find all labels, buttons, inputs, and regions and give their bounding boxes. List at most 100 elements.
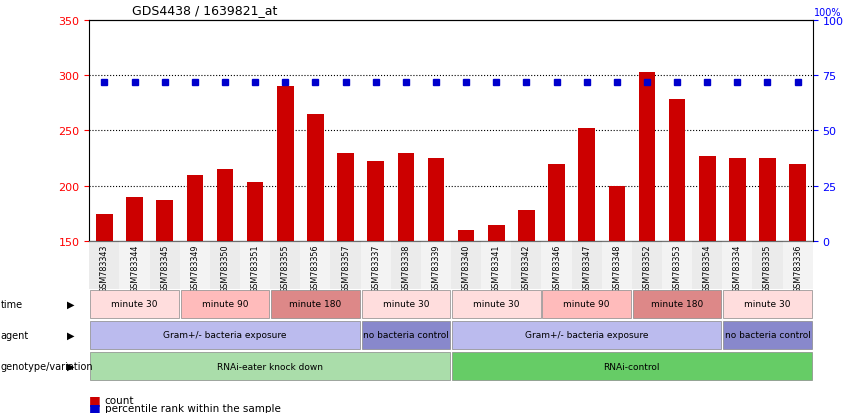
Bar [669,100,685,242]
Bar [210,242,240,289]
Bar [518,211,534,242]
Bar [277,87,294,242]
Bar [458,230,474,242]
Text: GSM783344: GSM783344 [130,244,139,292]
Text: GSM783353: GSM783353 [672,244,682,292]
Bar [633,290,722,318]
Bar [307,114,323,242]
Bar [428,159,444,242]
Bar [722,242,752,289]
Bar [362,321,450,349]
Text: GSM783342: GSM783342 [522,244,531,292]
Bar [362,290,450,318]
Text: Gram+/- bacteria exposure: Gram+/- bacteria exposure [163,331,287,339]
Bar [300,242,330,289]
Text: ▶: ▶ [67,361,75,371]
Bar [270,242,300,289]
Bar [638,73,655,242]
Bar [90,321,360,349]
Bar [662,242,692,289]
Text: minute 180: minute 180 [289,300,341,309]
Text: GSM783348: GSM783348 [613,244,621,292]
Text: percentile rank within the sample: percentile rank within the sample [105,403,281,413]
Bar [119,242,150,289]
Bar [699,157,716,242]
Text: ■: ■ [89,401,101,413]
Bar [452,352,812,380]
Text: GSM783349: GSM783349 [191,244,199,292]
Text: GSM783346: GSM783346 [552,244,561,292]
Text: minute 30: minute 30 [473,300,519,309]
Text: GSM783345: GSM783345 [160,244,169,292]
Text: ■: ■ [89,393,101,406]
Text: no bacteria control: no bacteria control [724,331,810,339]
Bar [542,290,631,318]
Text: GSM783335: GSM783335 [763,244,772,292]
Text: minute 90: minute 90 [202,300,248,309]
Bar [96,214,112,242]
Text: RNAi-eater knock down: RNAi-eater knock down [217,362,323,370]
Text: GSM783334: GSM783334 [733,244,742,292]
Text: GSM783357: GSM783357 [341,244,350,292]
Bar [90,352,450,380]
Bar [752,242,783,289]
Bar [337,153,354,242]
Bar [511,242,541,289]
Text: minute 180: minute 180 [651,300,703,309]
Bar [150,242,180,289]
Bar [361,242,391,289]
Text: GSM783341: GSM783341 [492,244,500,292]
Bar [186,176,203,242]
Text: Gram+/- bacteria exposure: Gram+/- bacteria exposure [525,331,648,339]
Bar [692,242,722,289]
Bar [541,242,572,289]
Bar [391,242,421,289]
Bar [89,242,119,289]
Text: RNAi-control: RNAi-control [603,362,660,370]
Bar [452,290,540,318]
Text: no bacteria control: no bacteria control [363,331,448,339]
Text: minute 30: minute 30 [745,300,791,309]
Text: GSM783347: GSM783347 [582,244,591,292]
Bar [217,170,233,242]
Bar [783,242,813,289]
Bar [126,197,143,242]
Bar [631,242,662,289]
Bar [481,242,511,289]
Text: GSM783339: GSM783339 [431,244,441,292]
Bar [451,242,481,289]
Bar [368,162,384,242]
Text: genotype/variation: genotype/variation [1,361,94,371]
Bar [759,159,776,242]
Bar [180,290,269,318]
Bar [271,290,360,318]
Text: GSM783340: GSM783340 [461,244,471,292]
Bar [240,242,271,289]
Text: agent: agent [1,330,29,340]
Bar [421,242,451,289]
Text: count: count [105,395,134,405]
Bar [157,201,173,242]
Text: time: time [1,299,23,309]
Bar [723,321,812,349]
Text: minute 30: minute 30 [111,300,157,309]
Text: GSM783336: GSM783336 [793,244,802,292]
Text: GSM783337: GSM783337 [371,244,380,292]
Bar [729,159,745,242]
Text: GSM783351: GSM783351 [251,244,260,292]
Text: GSM783343: GSM783343 [100,244,109,292]
Text: GSM783356: GSM783356 [311,244,320,292]
Text: 100%: 100% [814,8,842,19]
Text: minute 90: minute 90 [563,300,610,309]
Text: GSM783352: GSM783352 [643,244,651,292]
Bar [579,129,595,242]
Text: ▶: ▶ [67,299,75,309]
Text: GSM783354: GSM783354 [703,244,711,292]
Text: GSM783350: GSM783350 [220,244,230,292]
Bar [602,242,631,289]
Bar [330,242,361,289]
Bar [723,290,812,318]
Bar [180,242,210,289]
Text: GDS4438 / 1639821_at: GDS4438 / 1639821_at [132,4,277,17]
Bar [452,321,722,349]
